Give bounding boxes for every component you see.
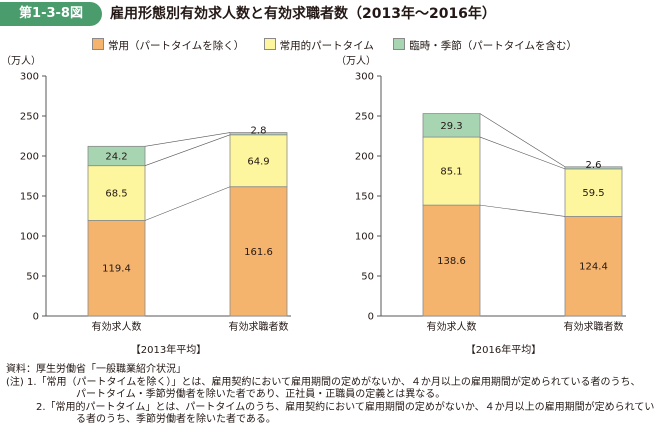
y-tick-label: 200 <box>355 152 374 163</box>
period-label: 【2016年平均】 <box>466 343 541 356</box>
bar-segment <box>229 132 288 136</box>
bar-segment <box>422 204 481 317</box>
period-label: 【2013年平均】 <box>131 343 206 356</box>
data-label: 59.5 <box>582 188 604 199</box>
note-1: (注) 1.「常用（パートタイムを除く）」とは、雇用契約において雇用期間の定めが… <box>6 376 641 388</box>
figure-header: 第1-3-8図 雇用形態別有効求人数と有効求職者数（2013年～2016年） <box>0 0 669 30</box>
data-label: 64.9 <box>247 156 269 167</box>
category-label: 有効求人数 <box>92 320 142 333</box>
legend-item-regular-parttime: 常用的パートタイム <box>263 38 374 53</box>
note-1-continued: パートタイム・季節労働者を除いた者であり、正社員・正職員の定義とは異なる。 <box>76 389 446 400</box>
connector-line <box>479 204 566 217</box>
y-tick-label: 200 <box>20 152 39 163</box>
category-label: 有効求職者数 <box>564 320 624 333</box>
bar-segment <box>422 113 481 138</box>
note-2-continued: る者のうち、季節労働者を除いた者である。 <box>76 414 276 425</box>
legend-label-regular-parttime: 常用的パートタイム <box>279 40 374 52</box>
notes: 資料：厚生労働省「一般職業紹介状況」 (注) 1.「常用（パートタイムを除く）」… <box>6 364 666 427</box>
y-tick-label: 250 <box>355 112 374 123</box>
connector-line <box>144 132 231 147</box>
chart-title: 雇用形態別有効求人数と有効求職者数（2013年～2016年） <box>110 6 496 22</box>
bar-segment <box>87 220 146 317</box>
data-label: 124.4 <box>579 262 608 273</box>
legend-label-temporary: 臨時・季節（パートタイムを含む） <box>409 40 578 52</box>
bar-segment <box>564 166 623 170</box>
figure-label: 第1-3-8図 <box>0 2 102 26</box>
legend-swatch-regular <box>91 38 104 50</box>
legend-swatch-temporary <box>393 38 406 50</box>
data-label: 161.6 <box>244 247 273 258</box>
connector-line <box>144 134 231 166</box>
data-label: 119.4 <box>102 264 131 275</box>
data-label: 29.3 <box>440 121 462 132</box>
connector-line <box>479 113 566 168</box>
legend-item-temporary: 臨時・季節（パートタイムを含む） <box>393 38 577 53</box>
connector-line <box>144 186 231 221</box>
data-label: 138.6 <box>437 256 466 267</box>
bar-segment <box>87 145 146 167</box>
chart-panel-2: （万人） 0 50 100 150 200 250 300 138.6 85.1 29.3 有効求人数… <box>336 55 626 356</box>
y-tick-label: 0 <box>368 312 374 323</box>
y-tick-label: 100 <box>355 232 374 243</box>
legend-swatch-regular-parttime <box>263 38 276 50</box>
y-tick-label: 150 <box>355 192 374 203</box>
legend: 常用（パートタイムを除く） 常用的パートタイム 臨時・季節（パートタイムを含む） <box>0 38 669 54</box>
bar-segment <box>564 216 623 317</box>
y-tick-label: 50 <box>361 272 374 283</box>
legend-item-regular: 常用（パートタイムを除く） <box>91 38 245 53</box>
bar-segment <box>87 165 146 221</box>
y-axis-title: （万人） <box>1 55 41 67</box>
y-tick-label: 250 <box>20 112 39 123</box>
y-tick-label: 50 <box>26 272 39 283</box>
data-label: 68.5 <box>105 189 127 200</box>
data-label: 2.6 <box>586 160 602 171</box>
charts-area: （万人） 0 50 100 150 200 250 300 119.4 68.5 24.2 有効求人数… <box>1 55 626 356</box>
y-tick-label: 100 <box>20 232 39 243</box>
bar-segment <box>564 168 623 217</box>
category-label: 有効求人数 <box>427 320 477 333</box>
note-2: 2.「常用的パートタイム」とは、パートタイムのうち、雇用契約において雇用期間の定… <box>36 401 655 413</box>
data-label: 24.2 <box>105 152 127 163</box>
y-tick-label: 0 <box>33 312 39 323</box>
y-tick-label: 300 <box>355 72 374 83</box>
y-axis-title: （万人） <box>336 55 376 67</box>
data-label: 85.1 <box>440 167 462 178</box>
legend-label-regular: 常用（パートタイムを除く） <box>107 40 245 52</box>
category-label: 有効求職者数 <box>229 320 289 333</box>
connector-line <box>479 136 566 170</box>
y-tick-label: 150 <box>20 192 39 203</box>
source-note: 資料：厚生労働省「一般職業紹介状況」 <box>6 364 186 375</box>
y-tick-label: 300 <box>20 72 39 83</box>
chart-panel-1: （万人） 0 50 100 150 200 250 300 119.4 68.5 24.2 有効求人数… <box>1 55 291 356</box>
data-label: 2.8 <box>251 126 267 137</box>
bar-segment <box>422 136 481 206</box>
